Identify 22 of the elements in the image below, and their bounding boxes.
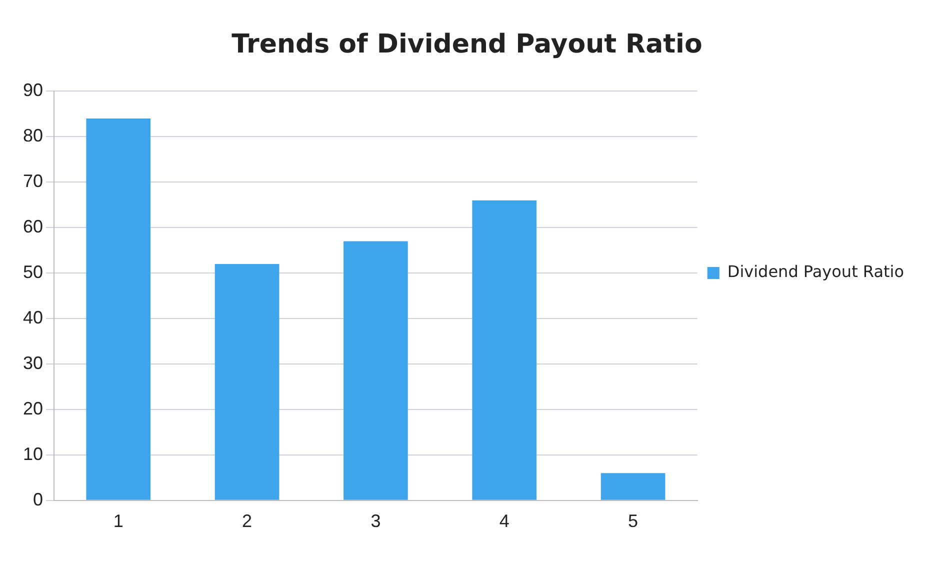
chart-title: Trends of Dividend Payout Ratio <box>232 29 702 60</box>
legend-label: Dividend Payout Ratio <box>727 262 904 282</box>
x-tick-label: 4 <box>499 511 510 532</box>
y-tick-label: 50 <box>22 262 44 282</box>
y-tick-label: 40 <box>22 308 44 328</box>
bar <box>214 264 280 500</box>
bar <box>344 241 408 500</box>
y-tick-label: 90 <box>22 80 44 100</box>
x-tick-label: 5 <box>628 511 638 532</box>
x-tick-label: 3 <box>370 511 381 532</box>
x-tick-label: 2 <box>242 511 252 532</box>
bar <box>600 473 666 500</box>
y-tick-label: 20 <box>22 398 44 418</box>
y-tick-label: 60 <box>22 216 44 237</box>
y-tick-label: 30 <box>22 352 44 373</box>
x-tick-label: 1 <box>113 511 124 532</box>
y-tick-label: 10 <box>22 444 44 464</box>
bar <box>86 118 151 500</box>
y-tick-label: 70 <box>22 171 44 192</box>
bar <box>472 200 537 500</box>
y-tick-label: 0 <box>33 489 44 510</box>
y-tick-label: 80 <box>22 126 44 146</box>
